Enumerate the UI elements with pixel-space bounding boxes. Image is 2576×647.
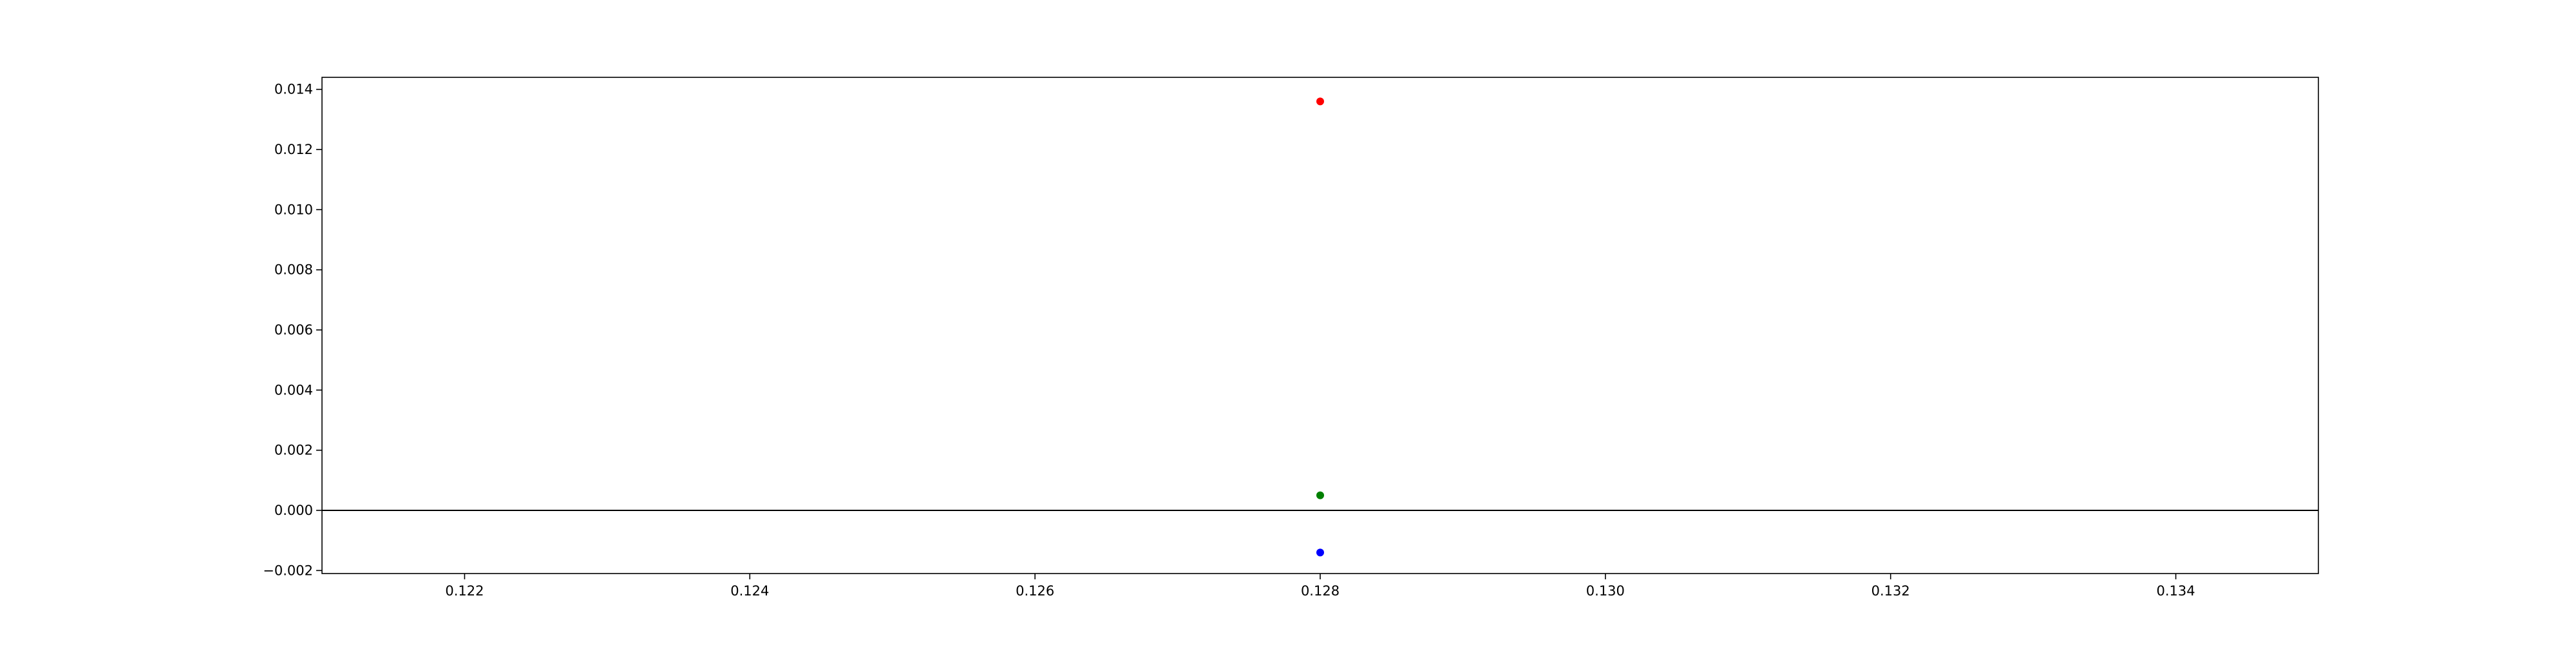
x-tick-label-2: 0.126 (1016, 583, 1054, 599)
x-tick-label-1: 0.124 (730, 583, 769, 599)
y-tick-label-7: 0.012 (274, 142, 313, 157)
plot-area (322, 97, 2318, 557)
y-tick-label-0: −0.002 (263, 563, 313, 578)
x-tick-label-6: 0.134 (2157, 583, 2195, 599)
x-tick-label-5: 0.132 (1871, 583, 1910, 599)
y-tick-label-1: 0.000 (274, 503, 313, 518)
y-tick-label-5: 0.008 (274, 262, 313, 278)
axes: 0.122 0.124 0.126 0.128 0.130 0.132 0.134 −0.00… (263, 77, 2319, 599)
x-tick-label-0: 0.122 (445, 583, 484, 599)
scatter-point-1-0 (1316, 491, 1324, 499)
scatter-point-2-0 (1316, 548, 1324, 557)
x-tick-label-3: 0.128 (1301, 583, 1340, 599)
scatter-point-0-0 (1316, 97, 1324, 106)
y-tick-label-8: 0.014 (274, 82, 313, 97)
x-tick-label-4: 0.130 (1586, 583, 1625, 599)
y-tick-label-6: 0.010 (274, 202, 313, 217)
y-tick-label-2: 0.002 (274, 443, 313, 458)
y-tick-label-3: 0.004 (274, 382, 313, 398)
y-tick-label-4: 0.006 (274, 322, 313, 338)
